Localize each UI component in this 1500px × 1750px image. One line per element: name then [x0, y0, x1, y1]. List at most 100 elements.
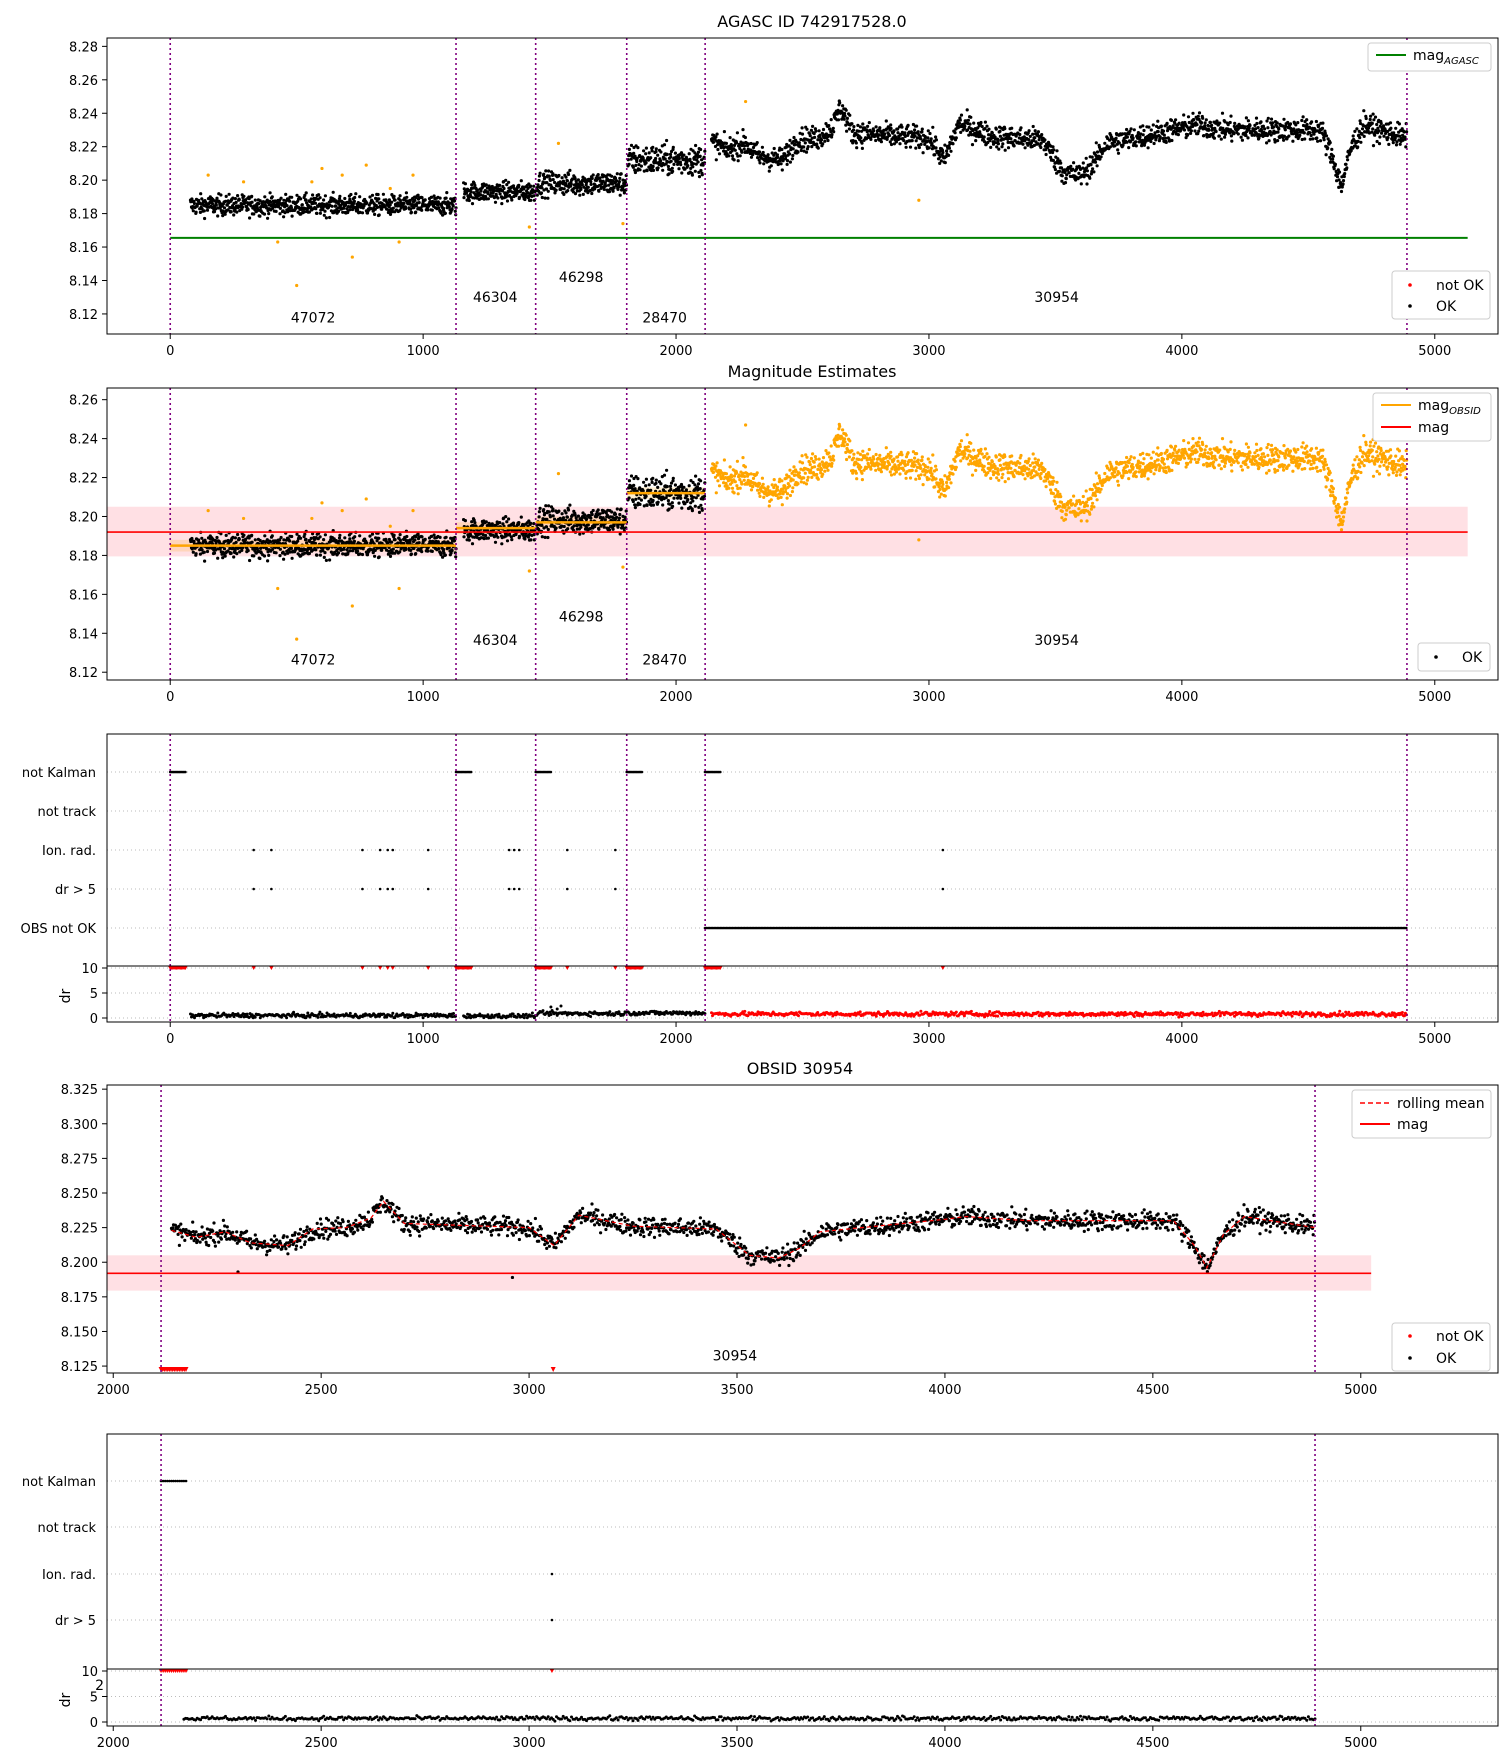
data-point-ok: [242, 533, 246, 537]
data-point-outlier: [740, 482, 744, 486]
data-point-ok: [959, 130, 963, 134]
data-point-ok: [1229, 114, 1233, 118]
data-point-outlier: [800, 454, 804, 458]
data-point-ok: [883, 132, 887, 136]
data-point-ok: [805, 127, 809, 131]
data-point-ok: [1218, 121, 1222, 125]
data-point-ok: [651, 503, 656, 507]
data-point-ok: [437, 547, 441, 551]
data-point-ok: [650, 480, 654, 484]
data-point-ok: [1131, 136, 1135, 140]
data-point-outlier: [310, 180, 314, 184]
data-point-ok: [598, 512, 602, 516]
data-point-ok: [568, 168, 572, 172]
data-point-ok: [548, 178, 553, 182]
data-point-ok: [416, 193, 420, 197]
data-point-ok: [373, 554, 377, 558]
data-point-ok: [469, 190, 473, 194]
data-point-ok: [232, 555, 236, 559]
data-point-ok: [819, 138, 824, 142]
data-point-ok: [733, 148, 737, 152]
data-point-ok: [1170, 138, 1174, 143]
data-point-ok: [505, 183, 509, 187]
data-point-ok: [983, 127, 987, 131]
data-point-ok: [1134, 144, 1138, 148]
data-point-ok: [1078, 167, 1083, 171]
data-point-ok: [957, 121, 962, 125]
data-point-ok: [1056, 157, 1060, 161]
data-point-ok: [654, 478, 658, 482]
data-point-ok: [1057, 169, 1062, 173]
data-point-ok: [1236, 132, 1240, 136]
data-point-ok: [557, 173, 561, 178]
data-point-ok: [479, 193, 483, 197]
data-point-ok: [223, 554, 227, 558]
data-point-ok: [695, 153, 700, 157]
data-point-ok: [818, 133, 822, 137]
data-point-ok: [693, 504, 697, 508]
data-point-ok: [304, 537, 308, 541]
data-point-ok: [1191, 111, 1195, 115]
data-point-ok: [279, 535, 283, 540]
data-point-ok: [1018, 132, 1022, 137]
data-point-ok: [1318, 139, 1323, 143]
data-point-ok: [735, 152, 739, 156]
data-point-ok: [671, 476, 675, 480]
data-point-ok: [596, 173, 600, 177]
data-point-ok: [939, 159, 943, 163]
data-point-ok: [1358, 136, 1362, 140]
data-point-ok: [1405, 130, 1409, 134]
data-point-ok: [473, 521, 477, 525]
data-point-ok: [878, 126, 882, 130]
data-point-ok: [788, 152, 792, 156]
data-point-ok: [1199, 121, 1204, 125]
data-point-ok: [844, 123, 848, 127]
data-point-outlier: [806, 475, 810, 479]
data-point-outlier: [788, 468, 792, 472]
data-point-ok: [194, 210, 198, 214]
data-point-ok: [1095, 164, 1099, 168]
data-point-ok: [405, 534, 409, 539]
data-point-ok: [553, 180, 557, 185]
data-point-ok: [214, 203, 218, 207]
data-point-ok: [1186, 115, 1191, 119]
data-point-ok: [762, 162, 766, 166]
legend-ok-label: OK: [1436, 299, 1457, 315]
data-point-ok: [714, 135, 718, 139]
data-point-ok: [1271, 121, 1275, 125]
data-point-ok: [199, 192, 203, 196]
x-tick-label: 4000: [1165, 344, 1198, 359]
data-point-ok: [1186, 133, 1190, 137]
data-point-ok: [618, 512, 622, 517]
data-point-ok: [1033, 136, 1037, 140]
data-point-ok: [449, 197, 453, 201]
data-point-ok: [651, 476, 655, 480]
data-point-outlier: [830, 464, 834, 468]
data-point-ok: [1081, 161, 1085, 165]
data-point-ok: [551, 172, 555, 176]
data-point-ok: [1195, 123, 1199, 127]
data-point-ok: [561, 179, 566, 183]
data-point-ok: [1003, 127, 1007, 131]
data-point-ok: [263, 534, 267, 538]
data-point-ok: [1360, 127, 1365, 131]
data-point-ok: [278, 547, 282, 551]
data-point-outlier: [711, 470, 716, 474]
data-point-outlier: [743, 465, 748, 469]
data-point-ok: [365, 541, 369, 545]
data-point-ok: [358, 195, 362, 199]
data-point-outlier: [743, 99, 748, 104]
data-point-ok: [747, 142, 751, 146]
data-point-ok: [859, 136, 863, 140]
data-point-ok: [1203, 124, 1207, 128]
data-point-ok: [396, 201, 400, 205]
data-point-ok: [796, 150, 800, 154]
data-point-ok: [545, 517, 549, 522]
data-point-ok: [542, 508, 546, 512]
data-point-ok: [602, 525, 606, 529]
data-point-ok: [642, 149, 646, 153]
data-point-ok: [500, 189, 505, 193]
data-point-ok: [284, 192, 288, 196]
data-point-outlier: [811, 452, 815, 456]
data-point-outlier: [749, 472, 753, 476]
